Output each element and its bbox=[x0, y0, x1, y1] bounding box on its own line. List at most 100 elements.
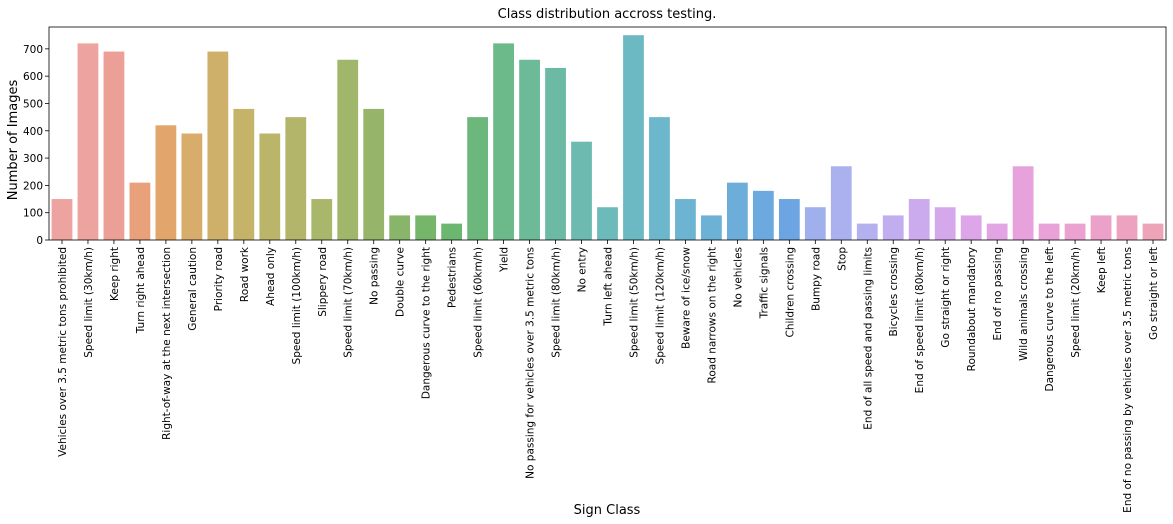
x-tick-label: Dangerous curve to the right bbox=[421, 247, 433, 399]
x-tick-label: End of no passing bbox=[992, 247, 1004, 340]
x-tick-label: Traffic signals bbox=[758, 247, 770, 319]
x-tick-label: Dangerous curve to the left bbox=[1044, 247, 1056, 391]
bar bbox=[1142, 223, 1164, 240]
bar bbox=[129, 182, 151, 240]
x-tick-label: Go straight or left bbox=[1148, 247, 1160, 340]
x-tick-label: Priority road bbox=[213, 247, 225, 311]
x-tick-label: Roundabout mandatory bbox=[966, 247, 978, 371]
bar bbox=[934, 207, 956, 240]
x-tick-label: End of no passing by vehicles over 3.5 m… bbox=[1122, 247, 1134, 513]
y-tick-label: 100 bbox=[23, 208, 43, 220]
x-tick-label: Stop bbox=[836, 247, 848, 271]
bar bbox=[752, 190, 774, 240]
x-tick-label: End of speed limit (80km/h) bbox=[914, 247, 926, 393]
x-tick-label: Speed limit (80km/h) bbox=[551, 247, 563, 358]
x-tick-label: Speed limit (100km/h) bbox=[291, 247, 303, 364]
bar bbox=[778, 199, 800, 240]
bar bbox=[1116, 215, 1138, 240]
y-tick-label: 600 bbox=[23, 71, 43, 83]
x-tick-label: No passing bbox=[369, 247, 381, 305]
bar bbox=[726, 182, 748, 240]
bar bbox=[545, 67, 566, 241]
y-tick-label: 700 bbox=[23, 44, 43, 56]
x-tick-label: Vehicles over 3.5 metric tons prohibited bbox=[57, 247, 69, 457]
x-tick-label: Keep left bbox=[1096, 247, 1108, 293]
chart-title: Class distribution accross testing. bbox=[498, 7, 717, 22]
bar bbox=[986, 223, 1008, 240]
y-tick-label: 500 bbox=[23, 98, 43, 110]
bar bbox=[311, 199, 333, 240]
bar bbox=[623, 35, 644, 240]
bar bbox=[337, 59, 359, 240]
x-tick-label: Wild animals crossing bbox=[1018, 247, 1030, 361]
x-tick-label: Road narrows on the right bbox=[706, 247, 718, 383]
bar bbox=[804, 207, 826, 240]
y-tick-label: 400 bbox=[23, 126, 43, 138]
bars-group bbox=[51, 35, 1164, 241]
x-tick-label: Speed limit (30km/h) bbox=[83, 247, 95, 358]
bar bbox=[207, 51, 229, 240]
x-tick-label: End of all speed and passing limits bbox=[862, 247, 874, 430]
x-tick-label: Turn left ahead bbox=[603, 247, 615, 327]
bar bbox=[960, 215, 982, 240]
bar bbox=[259, 133, 281, 240]
x-tick-label: Ahead only bbox=[265, 247, 277, 306]
bar bbox=[181, 133, 203, 240]
bar bbox=[519, 59, 540, 240]
x-tick-label: Go straight or right bbox=[940, 247, 952, 348]
bar bbox=[155, 125, 177, 240]
x-tick-label: Slippery road bbox=[317, 247, 329, 317]
bar bbox=[597, 207, 618, 240]
x-tick-label: Road work bbox=[239, 246, 251, 302]
bar bbox=[493, 43, 514, 240]
x-tick-label: Double curve bbox=[395, 247, 407, 317]
bar bbox=[701, 215, 722, 240]
x-tick-label: No passing for vehicles over 3.5 metric … bbox=[525, 247, 537, 479]
x-tick-label: No entry bbox=[577, 247, 589, 292]
x-tick-label: Pedestrians bbox=[447, 247, 459, 308]
x-tick-label: No vehicles bbox=[732, 247, 744, 307]
bar bbox=[830, 166, 852, 240]
y-ticks-group: 0 100 200 300 400 500 600 700 bbox=[23, 44, 49, 247]
bar bbox=[1090, 215, 1112, 240]
bar bbox=[856, 223, 878, 240]
x-tick-label: Children crossing bbox=[784, 247, 796, 338]
x-tick-label: Speed limit (70km/h) bbox=[343, 247, 355, 358]
bar bbox=[675, 199, 696, 240]
x-tick-label: Beware of ice/snow bbox=[680, 247, 692, 349]
bar bbox=[649, 117, 670, 240]
x-tick-label: Bicycles crossing bbox=[888, 247, 900, 337]
bar bbox=[285, 117, 307, 240]
bar bbox=[233, 108, 255, 240]
y-tick-label: 300 bbox=[23, 153, 43, 165]
x-tick-label: Turn right ahead bbox=[135, 247, 147, 334]
bar bbox=[571, 141, 592, 240]
x-ticks-group: Vehicles over 3.5 metric tons prohibited… bbox=[57, 240, 1160, 513]
x-tick-label: Speed limit (120km/h) bbox=[654, 247, 666, 364]
bar bbox=[882, 215, 904, 240]
bar bbox=[1038, 223, 1060, 240]
x-tick-label: Speed limit (20km/h) bbox=[1070, 247, 1082, 358]
bar bbox=[1064, 223, 1086, 240]
bar bbox=[908, 199, 930, 240]
bar bbox=[51, 199, 73, 240]
bar bbox=[415, 215, 437, 240]
plot-frame bbox=[48, 26, 1167, 241]
x-axis-label: Sign Class bbox=[574, 503, 641, 518]
y-tick-label: 0 bbox=[36, 235, 43, 247]
y-tick-label: 200 bbox=[23, 180, 43, 192]
x-tick-label: Speed limit (60km/h) bbox=[473, 247, 485, 358]
bar bbox=[103, 51, 125, 240]
bar bbox=[441, 223, 463, 240]
bar bbox=[1012, 166, 1034, 240]
x-tick-label: Right-of-way at the next intersection bbox=[161, 247, 173, 440]
x-tick-label: Keep right bbox=[109, 247, 121, 301]
y-axis-label: Number of Images bbox=[6, 80, 21, 201]
x-tick-label: Speed limit (50km/h) bbox=[628, 247, 640, 358]
x-tick-label: General caution bbox=[187, 247, 199, 331]
x-tick-label: Bumpy road bbox=[810, 247, 822, 311]
bar bbox=[389, 215, 411, 240]
x-tick-label: Yield bbox=[499, 247, 511, 273]
bar bbox=[77, 43, 99, 240]
bar bbox=[363, 108, 385, 240]
